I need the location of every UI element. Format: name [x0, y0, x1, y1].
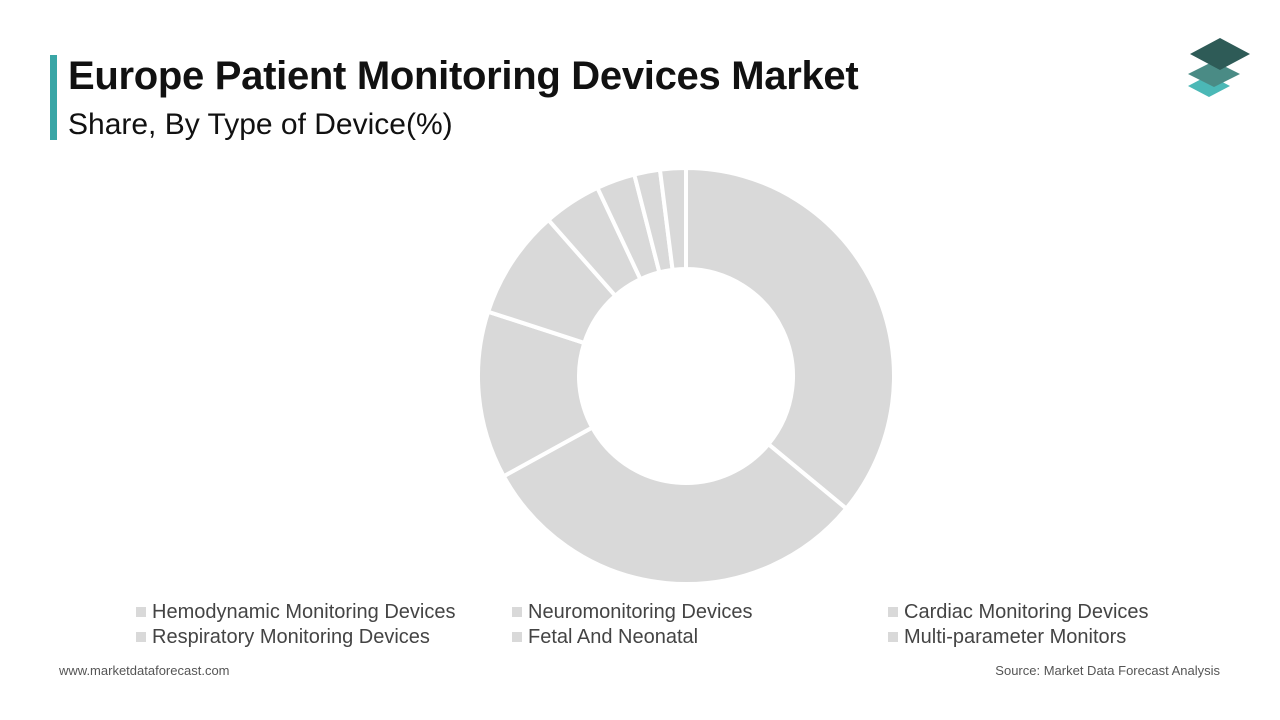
stacked-layers-logo-icon: [1188, 38, 1250, 97]
legend-swatch: [888, 632, 898, 642]
legend-item: Multi-parameter Monitors: [888, 626, 1236, 648]
legend-swatch: [512, 607, 522, 617]
legend-swatch: [136, 632, 146, 642]
legend-label: Multi-parameter Monitors: [904, 625, 1127, 648]
legend-label: Neuromonitoring Devices: [528, 600, 753, 623]
donut-slice-8: [657, 165, 688, 273]
legend-item: Respiratory Monitoring Devices: [136, 626, 512, 648]
donut-slice-1: [684, 165, 896, 512]
title-accent-bar: [50, 55, 57, 140]
chart-legend: Hemodynamic Monitoring Devices Neuromonit…: [136, 601, 1236, 648]
logo-layer-top: [1190, 38, 1250, 70]
legend-label: Fetal And Neonatal: [528, 625, 699, 648]
legend-label: Hemodynamic Monitoring Devices: [152, 600, 456, 623]
legend-label: Cardiac Monitoring Devices: [904, 600, 1149, 623]
legend-item: Cardiac Monitoring Devices: [888, 601, 1236, 623]
donut-slice-2: [501, 424, 850, 586]
legend-item: Hemodynamic Monitoring Devices: [136, 601, 512, 623]
chart-title: Europe Patient Monitoring Devices Market: [68, 54, 859, 98]
footer-source: Source: Market Data Forecast Analysis: [995, 663, 1220, 678]
chart-subtitle: Share, By Type of Device(%): [68, 108, 453, 141]
logo-layer-middle: [1188, 61, 1240, 87]
legend-item: Fetal And Neonatal: [512, 626, 888, 648]
legend-swatch: [512, 632, 522, 642]
legend-swatch: [136, 607, 146, 617]
legend-label: Respiratory Monitoring Devices: [152, 625, 430, 648]
legend-swatch: [888, 607, 898, 617]
footer-website: www.marketdataforecast.com: [59, 663, 230, 678]
legend-item: Neuromonitoring Devices: [512, 601, 888, 623]
